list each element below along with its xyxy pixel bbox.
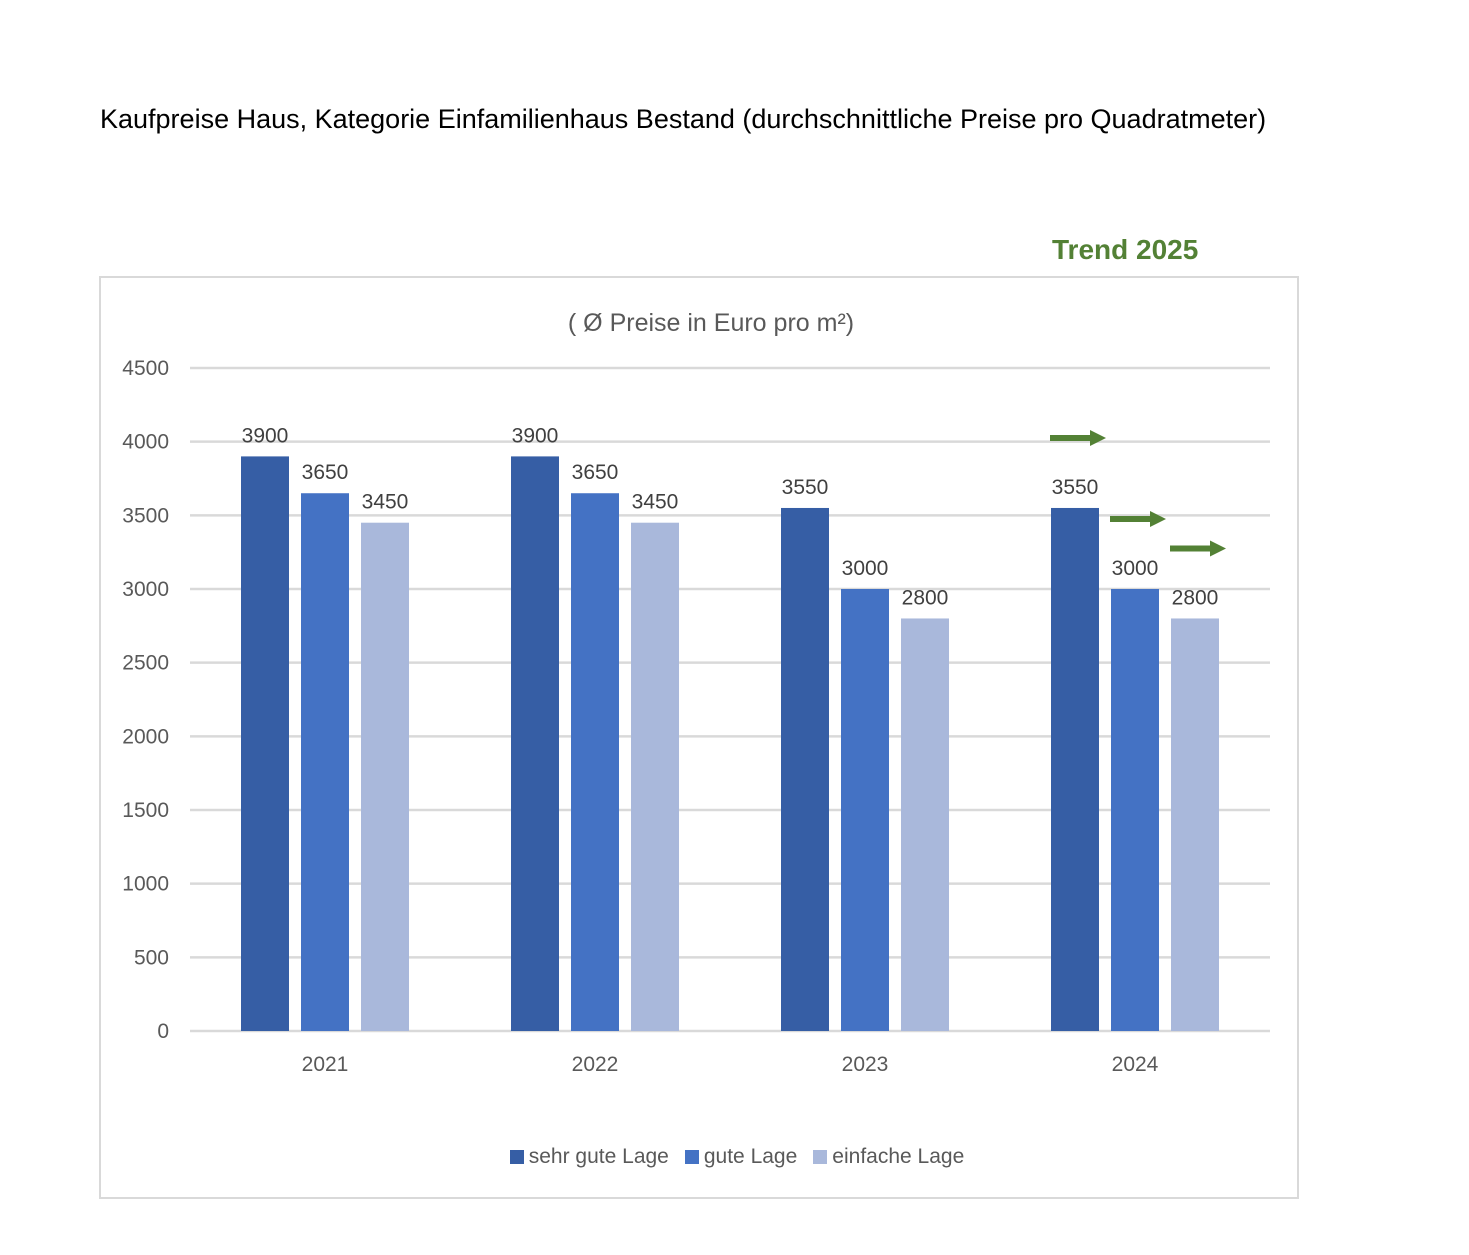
bar	[241, 456, 289, 1031]
data-label: 3450	[632, 491, 679, 514]
x-axis-ticks: 2021 2022 2023 2024	[302, 1053, 1159, 1076]
y-axis-ticks: 0 500 1000 1500 2000 2500 3000 3500 4000 4500	[122, 357, 169, 1043]
x-tick-label: 2023	[842, 1053, 889, 1076]
data-label: 3000	[1112, 557, 1159, 580]
trend-label: Trend 2025	[1052, 234, 1199, 265]
legend-item: gute Lage	[684, 1145, 798, 1169]
data-label: 3650	[572, 461, 619, 484]
data-label: 3900	[242, 424, 289, 447]
y-tick-label: 3000	[122, 578, 169, 601]
legend-swatch	[813, 1150, 828, 1164]
trend-arrows	[1050, 429, 1226, 557]
data-labels: 3900 3650 3450 3900 3650 3450 3550 3000 2800 3550…	[242, 424, 1219, 609]
y-tick-label: 1000	[122, 873, 169, 896]
bar	[901, 618, 949, 1031]
data-label: 3450	[362, 491, 409, 514]
trend-arrow-icon	[1050, 429, 1106, 446]
y-tick-label: 1500	[122, 799, 169, 822]
trend-arrow-icon	[1110, 511, 1166, 527]
data-label: 2800	[902, 586, 949, 609]
bar	[631, 522, 679, 1031]
legend-label: einfache Lage	[832, 1145, 965, 1168]
bar	[781, 507, 829, 1031]
y-tick-label: 4500	[122, 357, 169, 380]
legend-swatch	[509, 1150, 524, 1164]
legend-item: sehr gute Lage	[509, 1145, 669, 1169]
y-tick-label: 4000	[122, 431, 169, 454]
y-tick-label: 3500	[122, 504, 169, 527]
legend-label: gute Lage	[703, 1145, 798, 1168]
data-label: 3550	[1052, 476, 1099, 499]
bar	[1111, 589, 1159, 1031]
y-tick-label: 2500	[122, 652, 169, 675]
data-label: 3000	[842, 557, 889, 580]
bars	[241, 456, 1219, 1031]
y-tick-label: 0	[157, 1020, 169, 1043]
legend-label: sehr gute Lage	[528, 1145, 669, 1168]
bar	[841, 589, 889, 1031]
y-tick-label: 2000	[122, 725, 169, 748]
bar	[511, 456, 559, 1031]
legend: sehr gute Lage gute Lage einfache Lage	[0, 1145, 1469, 1169]
bar	[361, 522, 409, 1031]
chart-title: ( Ø Preise in Euro pro m²)	[568, 309, 854, 337]
bar	[301, 493, 349, 1031]
data-label: 3650	[302, 461, 349, 484]
x-tick-label: 2021	[302, 1053, 349, 1076]
y-tick-label: 500	[134, 946, 169, 969]
trend-arrow-icon	[1170, 540, 1226, 557]
gridlines	[190, 366, 1270, 1033]
page-title: Kaufpreise Haus, Kategorie Einfamilienha…	[100, 104, 1267, 134]
data-label: 3550	[782, 476, 829, 499]
bar	[571, 493, 619, 1031]
x-tick-label: 2024	[1112, 1053, 1159, 1076]
x-tick-label: 2022	[572, 1053, 619, 1076]
bar	[1051, 507, 1099, 1031]
legend-swatch	[684, 1150, 699, 1164]
data-label: 3900	[512, 424, 559, 447]
data-label: 2800	[1172, 586, 1219, 609]
bar	[1171, 618, 1219, 1031]
legend-item: einfache Lage	[813, 1145, 964, 1169]
